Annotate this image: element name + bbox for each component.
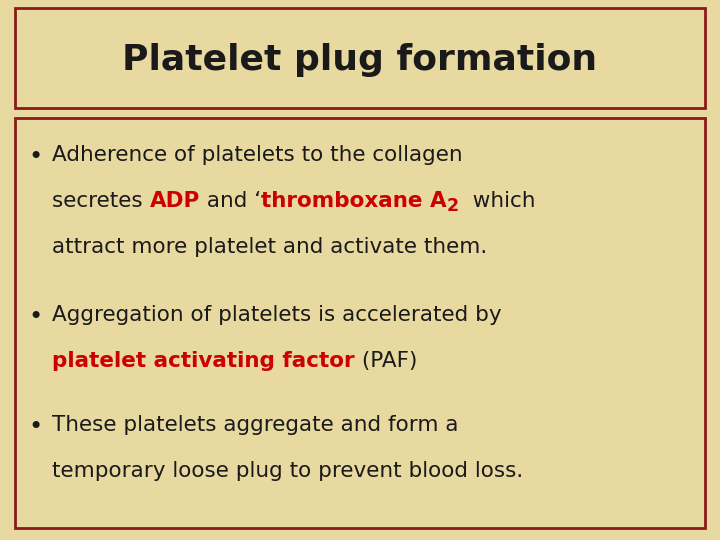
Text: temporary loose plug to prevent blood loss.: temporary loose plug to prevent blood lo…: [52, 461, 523, 481]
Text: Platelet plug formation: Platelet plug formation: [122, 43, 598, 77]
FancyBboxPatch shape: [15, 118, 705, 528]
FancyBboxPatch shape: [15, 8, 705, 108]
Text: which: which: [459, 191, 535, 211]
Text: and ‘: and ‘: [199, 191, 261, 211]
Text: attract more platelet and activate them.: attract more platelet and activate them.: [52, 237, 487, 257]
Text: •: •: [28, 415, 42, 439]
Text: thromboxane A: thromboxane A: [261, 191, 446, 211]
Text: 2: 2: [446, 197, 459, 215]
Text: These platelets aggregate and form a: These platelets aggregate and form a: [52, 415, 459, 435]
Text: Adherence of platelets to the collagen: Adherence of platelets to the collagen: [52, 145, 463, 165]
Text: •: •: [28, 305, 42, 329]
Text: •: •: [28, 145, 42, 169]
Text: (PAF): (PAF): [355, 351, 417, 371]
Text: secretes: secretes: [52, 191, 150, 211]
Text: ADP: ADP: [150, 191, 199, 211]
Text: platelet activating factor: platelet activating factor: [52, 351, 355, 371]
Text: Aggregation of platelets is accelerated by: Aggregation of platelets is accelerated …: [52, 305, 502, 325]
